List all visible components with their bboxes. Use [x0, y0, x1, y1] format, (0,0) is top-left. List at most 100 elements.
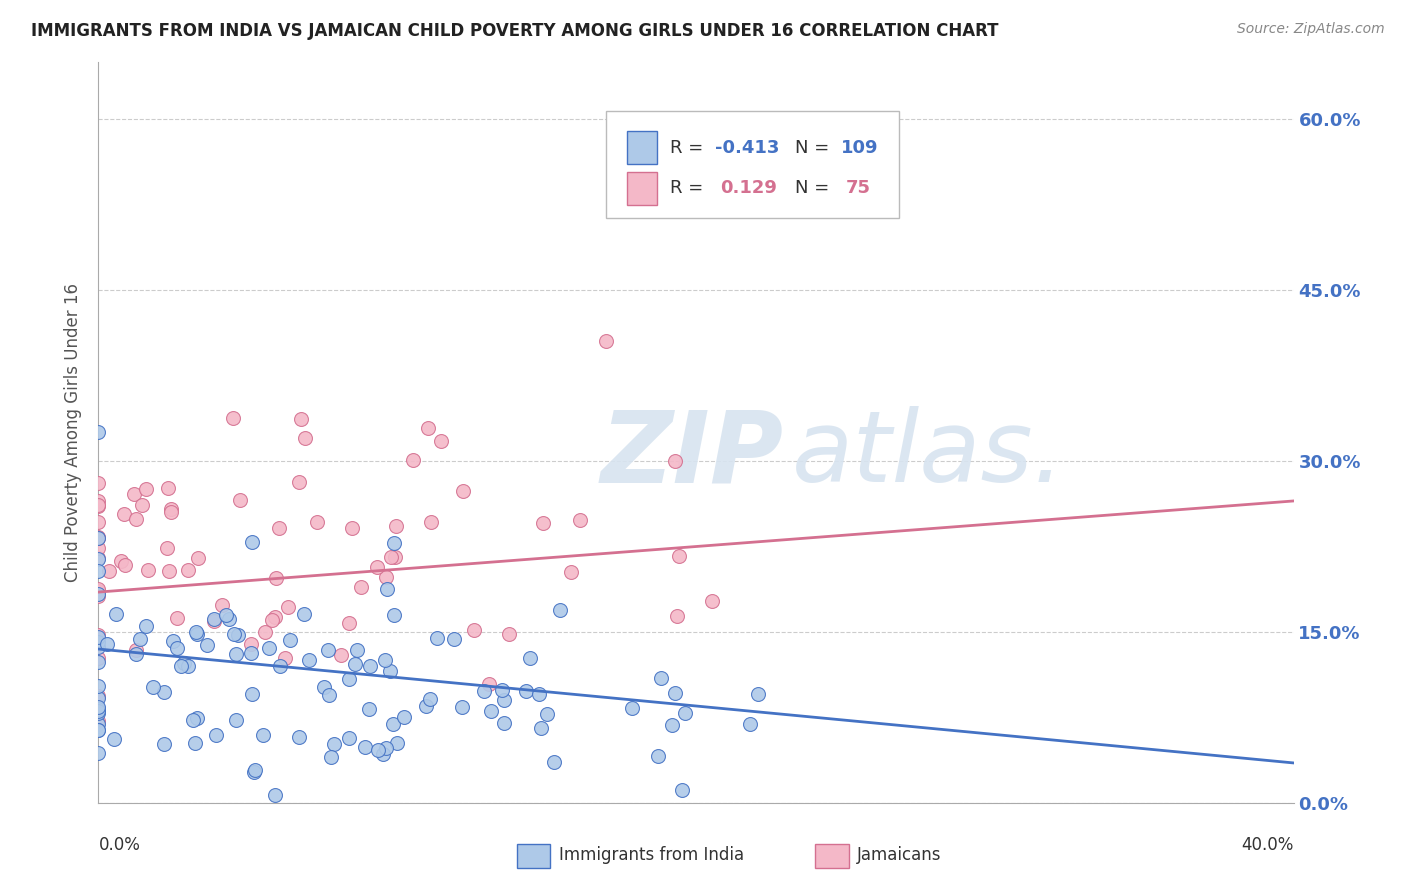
- Point: [371, 747, 394, 761]
- Point: [515, 683, 537, 698]
- Point: [381, 716, 404, 731]
- Point: [87, 499, 110, 513]
- Point: [87, 717, 110, 731]
- Point: [187, 551, 209, 566]
- Point: [114, 558, 136, 573]
- Point: [240, 535, 263, 549]
- Point: [87, 530, 110, 544]
- Point: [177, 563, 200, 577]
- Point: [350, 580, 373, 594]
- Point: [359, 659, 381, 673]
- Point: [173, 657, 195, 671]
- Point: [288, 475, 311, 489]
- Point: [87, 723, 110, 737]
- Point: [87, 628, 110, 642]
- Point: [87, 640, 110, 654]
- Point: [595, 334, 617, 348]
- Text: R =: R =: [669, 138, 709, 157]
- Text: R =: R =: [669, 179, 714, 197]
- Point: [211, 598, 233, 612]
- Point: [384, 550, 406, 565]
- Point: [359, 702, 381, 716]
- Point: [479, 704, 502, 718]
- Y-axis label: Child Poverty Among Girls Under 16: Child Poverty Among Girls Under 16: [65, 283, 83, 582]
- Point: [387, 736, 409, 750]
- Point: [294, 431, 316, 445]
- Point: [491, 683, 513, 698]
- Point: [225, 713, 247, 727]
- Point: [124, 647, 146, 661]
- Text: N =: N =: [796, 138, 835, 157]
- Point: [354, 739, 377, 754]
- Point: [87, 704, 110, 718]
- Point: [378, 664, 401, 678]
- Text: IMMIGRANTS FROM INDIA VS JAMAICAN CHILD POVERTY AMONG GIRLS UNDER 16 CORRELATION: IMMIGRANTS FROM INDIA VS JAMAICAN CHILD …: [31, 22, 998, 40]
- Point: [531, 516, 554, 531]
- Point: [472, 684, 495, 698]
- Point: [170, 659, 193, 673]
- Point: [225, 647, 247, 661]
- Point: [153, 684, 176, 698]
- Point: [568, 513, 591, 527]
- Text: 0.0%: 0.0%: [98, 836, 141, 855]
- Point: [346, 642, 368, 657]
- Point: [478, 677, 501, 691]
- Point: [97, 565, 120, 579]
- Point: [560, 565, 582, 579]
- Point: [647, 748, 669, 763]
- Point: [382, 536, 405, 550]
- Point: [202, 614, 225, 628]
- Point: [267, 521, 290, 535]
- Point: [426, 631, 449, 645]
- Point: [87, 679, 110, 693]
- Point: [418, 420, 440, 434]
- Text: atlas.: atlas.: [792, 407, 1064, 503]
- FancyBboxPatch shape: [606, 111, 900, 218]
- Point: [87, 690, 110, 705]
- Point: [222, 411, 245, 425]
- Point: [142, 681, 165, 695]
- Point: [87, 582, 110, 597]
- Point: [498, 627, 520, 641]
- Point: [162, 633, 184, 648]
- Point: [548, 603, 571, 617]
- Point: [266, 571, 288, 585]
- Point: [330, 648, 353, 662]
- Point: [240, 637, 263, 651]
- Point: [176, 659, 198, 673]
- Point: [380, 550, 402, 565]
- Point: [747, 687, 769, 701]
- Point: [492, 715, 515, 730]
- Point: [740, 716, 762, 731]
- Point: [671, 783, 693, 797]
- Point: [382, 608, 405, 623]
- Point: [342, 521, 364, 535]
- Text: Source: ZipAtlas.com: Source: ZipAtlas.com: [1237, 22, 1385, 37]
- Point: [527, 687, 550, 701]
- Point: [157, 481, 180, 495]
- Point: [337, 616, 360, 631]
- Point: [240, 687, 263, 701]
- Point: [415, 698, 437, 713]
- Text: N =: N =: [796, 179, 841, 197]
- Point: [374, 653, 396, 667]
- Point: [323, 737, 346, 751]
- Point: [87, 723, 110, 737]
- Point: [87, 531, 110, 545]
- Point: [430, 434, 453, 448]
- Point: [87, 541, 110, 555]
- Point: [125, 512, 148, 526]
- Point: [135, 619, 157, 633]
- Text: 109: 109: [841, 138, 879, 157]
- Point: [260, 613, 283, 627]
- Point: [87, 699, 110, 714]
- Text: 0.129: 0.129: [720, 179, 776, 197]
- Point: [277, 600, 299, 615]
- Point: [419, 515, 441, 529]
- Point: [668, 549, 690, 564]
- Point: [87, 746, 110, 760]
- Point: [319, 749, 342, 764]
- Text: -0.413: -0.413: [716, 138, 779, 157]
- Point: [243, 763, 266, 777]
- Point: [290, 412, 312, 426]
